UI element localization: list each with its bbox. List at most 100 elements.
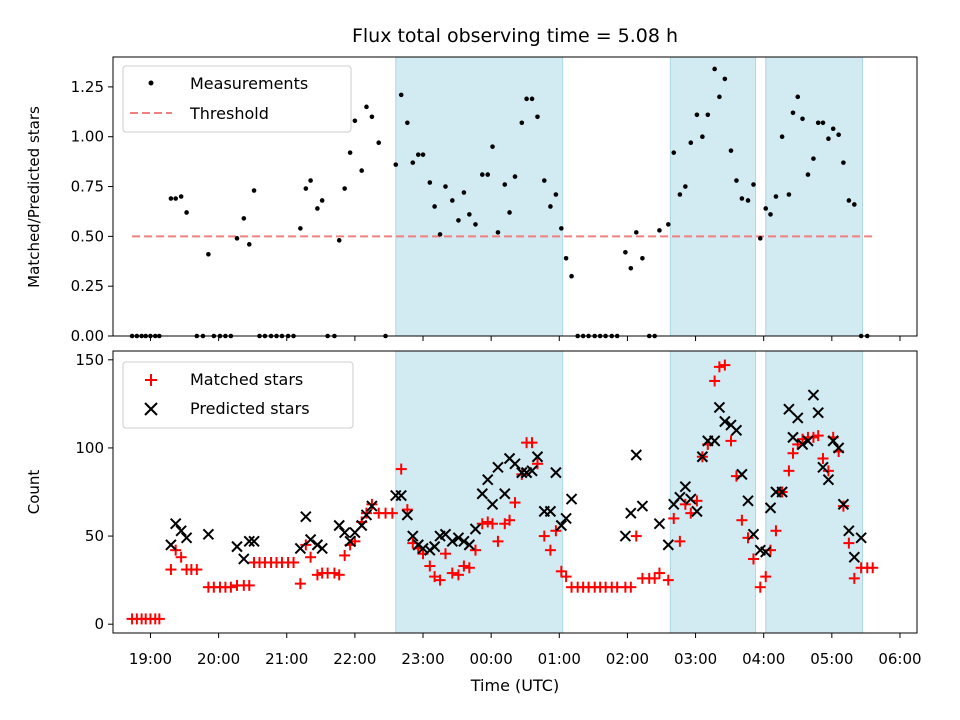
- predicted-star-point: [165, 539, 177, 551]
- matched-star-point: [366, 498, 378, 510]
- predicted-star-point: [526, 465, 538, 477]
- legend-predicted-marker: [144, 402, 158, 416]
- matched-star-point: [812, 430, 824, 442]
- matched-star-point: [787, 447, 799, 459]
- measurement-point: [535, 114, 540, 120]
- matched-star-point: [311, 569, 323, 581]
- measurements-series: [129, 66, 870, 339]
- predicted-star-point: [344, 535, 356, 548]
- predicted-star-point: [476, 488, 489, 500]
- matched-star-point: [867, 562, 879, 574]
- legend-measurements-label: Measurements: [190, 74, 308, 93]
- legend-matched-marker: [145, 374, 157, 386]
- bottom-legend-box: [122, 361, 354, 429]
- legend-threshold-label: Threshold: [189, 104, 269, 123]
- measurement-point: [790, 110, 796, 116]
- predicted-star-point: [355, 519, 368, 532]
- matched-star-point: [440, 548, 452, 560]
- predicted-star-point: [550, 466, 562, 479]
- observing-window-top-2: [765, 56, 863, 337]
- predicted-star-point: [630, 449, 642, 461]
- predicted-star-point: [747, 528, 760, 541]
- predicted-star-point: [636, 500, 649, 512]
- bottom-y-tick-label: 150: [75, 351, 104, 369]
- matched-star-point: [709, 375, 721, 387]
- matched-star-point: [401, 504, 413, 516]
- x-tick-label: 01:00: [538, 650, 581, 668]
- x-tick-label: 22:00: [333, 650, 376, 668]
- measurement-point: [548, 204, 553, 209]
- predicted-star-point: [499, 488, 511, 500]
- matched-star-point: [509, 497, 521, 509]
- matched-star-point: [674, 535, 686, 547]
- matched-star-point: [649, 572, 661, 584]
- predicted-star-point: [625, 507, 637, 519]
- measurement-point: [359, 168, 364, 173]
- measurement-point: [241, 216, 247, 221]
- legend-matched-label: Matched stars: [190, 370, 303, 389]
- measurement-point: [677, 192, 683, 197]
- x-tick-label: 03:00: [674, 650, 717, 668]
- matched-star-point: [294, 578, 306, 590]
- predicted-stars-series: [165, 389, 867, 565]
- predicted-star-point: [428, 540, 441, 553]
- predicted-star-point: [685, 493, 697, 505]
- measurement-point: [666, 222, 671, 227]
- predicted-star-point: [417, 542, 429, 555]
- matched-star-point: [736, 514, 748, 526]
- x-tick-label: 20:00: [197, 650, 240, 668]
- matched-star-point: [713, 361, 725, 373]
- measurement-point: [553, 192, 559, 197]
- measurement-point: [763, 206, 769, 211]
- predicted-star-point: [822, 473, 835, 486]
- measurement-point: [507, 210, 512, 215]
- measurement-point: [569, 273, 574, 279]
- matched-stars-series: [126, 359, 879, 625]
- predicted-star-point: [446, 535, 459, 548]
- matched-star-point: [463, 562, 475, 574]
- top-x-ticks: [149, 336, 901, 341]
- predicted-star-point: [492, 461, 504, 474]
- x-tick-label: 19:00: [129, 650, 172, 668]
- predicted-star-point: [764, 502, 777, 514]
- predicted-star-point: [560, 512, 572, 525]
- measurement-point: [427, 180, 433, 185]
- matched-star-point: [170, 544, 182, 556]
- matched-star-point: [458, 560, 470, 572]
- predicted-star-point: [713, 401, 726, 414]
- predicted-star-point: [776, 486, 788, 498]
- measurement-point: [184, 210, 189, 215]
- measurement-point: [623, 250, 628, 255]
- predicted-star-point: [832, 442, 845, 454]
- matched-star-point: [482, 516, 494, 528]
- measurement-point: [178, 194, 184, 199]
- predicted-star-point: [719, 415, 731, 428]
- matched-star-point: [625, 581, 637, 593]
- predicted-star-point: [463, 539, 476, 551]
- measurement-point: [495, 230, 501, 235]
- observing-windows-bottom: [395, 350, 863, 634]
- observing-window-top-0: [395, 56, 564, 337]
- top-y-tick-label: 1.25: [71, 78, 104, 96]
- measurement-point: [398, 92, 404, 98]
- predicted-star-point: [316, 542, 328, 555]
- matched-star-point: [333, 569, 345, 581]
- measurement-point: [745, 198, 751, 203]
- matched-star-point: [662, 574, 674, 586]
- predicted-star-point: [674, 491, 686, 503]
- top-legend: Measurements Threshold: [122, 65, 352, 133]
- bottom-x-axis: 19:00 20:00 21:00 22:00 23:00 00:00 01:00 02:00…: [129, 633, 922, 668]
- measurement-point: [432, 204, 437, 209]
- predicted-star-point: [231, 540, 243, 553]
- predicted-star-point: [333, 519, 345, 532]
- measurement-point: [352, 118, 358, 124]
- bottom-y-axis: 0 50 100 150: [75, 351, 113, 633]
- measurement-point: [852, 202, 857, 207]
- measurement-point: [524, 96, 529, 102]
- predicted-star-point: [169, 518, 182, 530]
- measurement-point: [757, 236, 763, 241]
- measurement-point: [705, 112, 711, 118]
- matched-star-point: [452, 569, 464, 581]
- measurement-point: [376, 140, 382, 145]
- x-tick-label: 02:00: [606, 650, 649, 668]
